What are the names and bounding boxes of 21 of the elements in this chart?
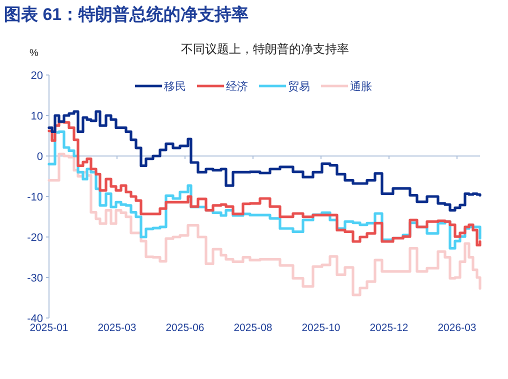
chart-subtitle: 不同议题上，特朗普的净支持率 xyxy=(181,42,349,56)
x-tick-label: 2025-10 xyxy=(302,322,340,334)
y-tick-label: 0 xyxy=(36,151,43,163)
x-tick-label: 2025-12 xyxy=(370,322,408,334)
y-tick-label: -40 xyxy=(27,313,43,325)
legend-label: 通胀 xyxy=(350,80,372,93)
y-axis-title: % xyxy=(30,48,39,59)
y-tick-label: -10 xyxy=(27,192,43,204)
x-tick-label: 2025-03 xyxy=(98,322,136,334)
y-tick-label: -30 xyxy=(27,272,43,284)
y-tick-label: -20 xyxy=(27,232,43,244)
legend-label: 贸易 xyxy=(288,80,310,93)
legend-label: 移民 xyxy=(164,81,186,93)
chart-title: 图表 61：特朗普总统的净支持率 xyxy=(4,4,249,24)
legend-label: 经济 xyxy=(226,80,248,93)
x-tick-label: 2025-08 xyxy=(234,322,272,334)
y-tick-label: 20 xyxy=(30,70,43,82)
x-tick-label: 2025-01 xyxy=(30,322,68,334)
x-tick-label: 2025-06 xyxy=(166,322,204,334)
y-tick-label: 10 xyxy=(30,110,43,122)
x-tick-label: 2026-03 xyxy=(438,322,476,334)
